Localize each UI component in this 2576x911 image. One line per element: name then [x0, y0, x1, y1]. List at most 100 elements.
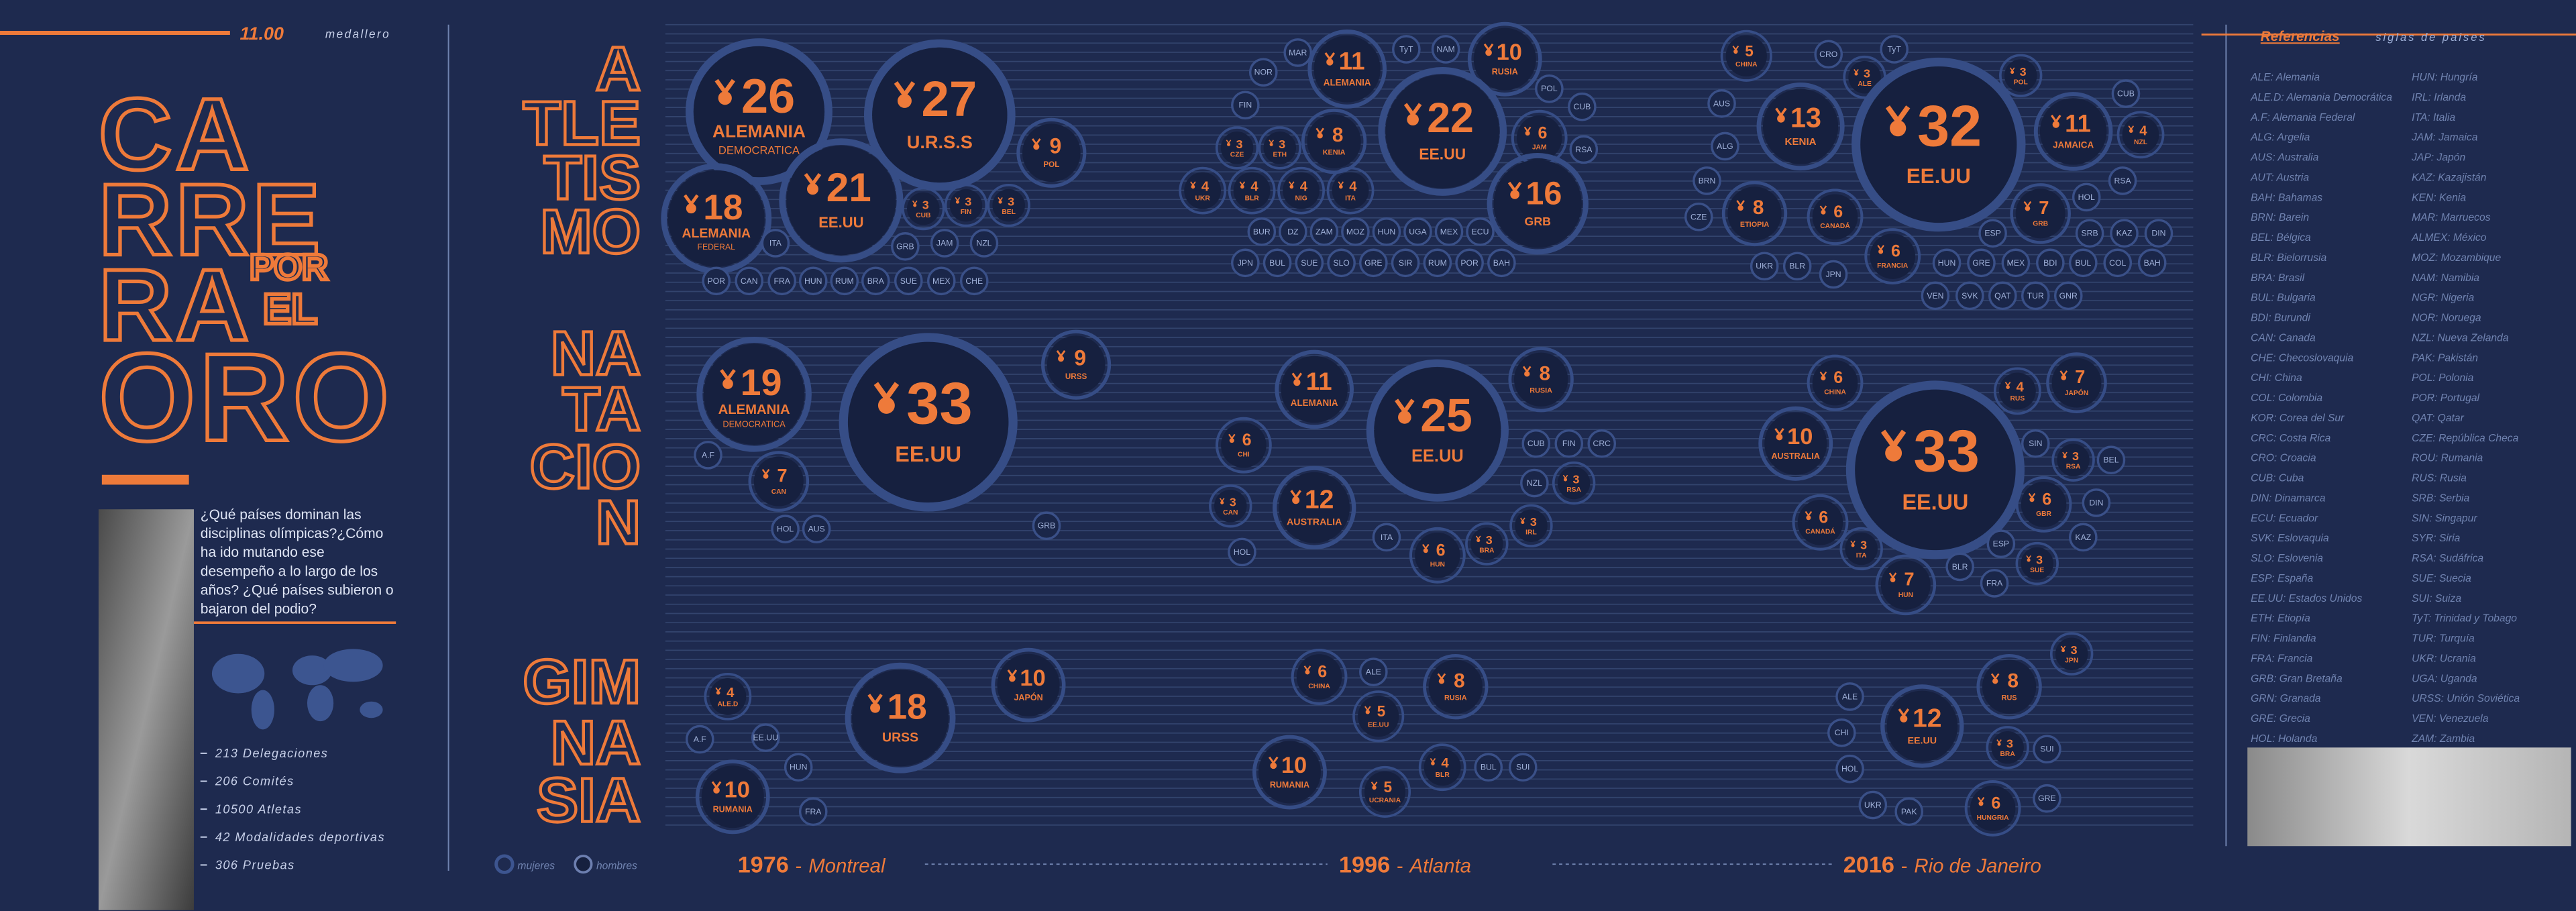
bubble-ring	[1851, 57, 2026, 232]
bubble-small	[1980, 569, 2009, 598]
bubble-value: 6	[1436, 541, 1446, 559]
bubble-name: GRB	[1525, 215, 1551, 228]
bubble-value: 6	[1318, 663, 1327, 682]
medal-icon	[1733, 49, 1738, 54]
bubble-ring	[991, 647, 1066, 722]
bubble-ring	[1807, 189, 1864, 246]
bubble-name: GBR	[2036, 511, 2051, 518]
medal-icon	[1978, 801, 1984, 806]
bubble-name: ALE	[1858, 81, 1872, 88]
bubble-name: ALEMANIA	[1291, 398, 1338, 408]
bubble-label: QAT	[1994, 291, 2011, 301]
bubble-label: ALE	[1842, 692, 1858, 701]
bubble-ring	[1839, 527, 1883, 571]
bubble-name: KENIA	[1785, 136, 1817, 148]
bubble-name: CANADÁ	[1820, 221, 1850, 230]
bubble-value: 5	[1377, 702, 1386, 720]
bubble	[1855, 389, 2016, 551]
bubble-ring	[1277, 166, 1325, 215]
bubble-ring	[1307, 30, 1387, 109]
reference-item: COL: Colombia	[2251, 392, 2322, 404]
reference-item: SRB: Serbia	[2412, 492, 2469, 504]
reference-item: ROU: Rumania	[2412, 453, 2483, 464]
bubble-ring	[1209, 484, 1252, 528]
reference-item: KOR: Corea del Sur	[2251, 413, 2345, 424]
reference-item: ALE.D: Alemania Democrática	[2250, 92, 2392, 103]
bubble-name: GRB	[2033, 221, 2048, 228]
bubble-small	[969, 229, 999, 258]
medal-icon	[2061, 375, 2067, 380]
bubble-name: CZE	[1230, 151, 1244, 158]
bubble-label: JPN	[1238, 258, 1253, 268]
bubble-label: HUN	[1378, 227, 1396, 236]
bubble	[1281, 356, 1348, 423]
bubble-value: 3	[2020, 65, 2027, 78]
timeline-sep: -	[1901, 855, 1908, 877]
bubble-small	[1359, 248, 1388, 278]
medal-icon	[1878, 249, 1884, 254]
bubble	[701, 765, 764, 828]
reference-item: BAH: Bahamas	[2251, 192, 2322, 203]
medal-icon	[1806, 515, 1811, 521]
reference-item: NOR: Noruega	[2412, 313, 2481, 324]
bubble-name: JPN	[2065, 657, 2078, 665]
bubble-ring	[1378, 66, 1507, 196]
bubble	[1296, 654, 1342, 700]
bubble-label: PAK	[1901, 807, 1917, 816]
reference-item: JAM: Jamaica	[2411, 132, 2478, 144]
medal-icon	[716, 690, 720, 695]
bubble	[1046, 335, 1106, 394]
bubble-small	[2082, 488, 2111, 517]
bubble	[1313, 36, 1381, 103]
bubble-small	[930, 229, 959, 258]
bubble-small	[1247, 217, 1277, 246]
bubble-small	[2033, 735, 2061, 764]
bubble-value: 10	[724, 777, 750, 802]
bubble	[1860, 66, 2017, 223]
bubble-small	[1569, 135, 1599, 164]
bubble-ring	[1758, 406, 1833, 481]
bubble-small	[2021, 281, 2050, 311]
bubble-value: 3	[965, 195, 971, 209]
bubble-name: EE.UU	[1419, 146, 1466, 163]
bubble	[1364, 771, 1406, 813]
medal-icon	[2129, 129, 2133, 133]
reference-item: KEN: Kenia	[2412, 192, 2466, 203]
reference-item: GRB: Gran Bretaña	[2251, 673, 2343, 684]
bubble-value: 12	[1913, 704, 1942, 733]
bubble-small	[1392, 35, 1421, 64]
bubble	[1764, 412, 1827, 475]
bubble-small	[1248, 58, 1278, 87]
bubble-small	[1231, 248, 1260, 278]
bubble-label: HUN	[790, 763, 808, 772]
bubble-small	[1359, 657, 1388, 686]
bubble-label: CUB	[1527, 439, 1545, 448]
bubble-label: SUE	[900, 276, 917, 286]
bubble-small	[1554, 429, 1584, 458]
bubble-value: 7	[2039, 197, 2049, 218]
bubble-ring	[2010, 183, 2071, 244]
bubble-small	[2103, 248, 2133, 278]
bubble-ring	[2015, 476, 2072, 533]
medal-icon	[1997, 742, 2001, 746]
bubble	[703, 343, 805, 445]
bubble-small	[2021, 429, 2050, 458]
bubble-label: BLR	[1789, 262, 1805, 271]
reference-item: GRE: Grecia	[2251, 713, 2310, 725]
bubble-small	[1880, 35, 1909, 64]
bubble-label: MOZ	[1346, 227, 1365, 236]
medal-icon	[1992, 678, 1998, 684]
medal-icon	[686, 203, 696, 214]
bubble-ring	[1721, 180, 1788, 247]
bubble-name: RUS	[2002, 694, 2017, 702]
bubble	[1473, 28, 1536, 91]
bubble-small	[685, 725, 714, 754]
medal-icon	[713, 787, 720, 794]
title-small: POR	[250, 247, 328, 287]
bubble	[1493, 160, 1582, 248]
bubble-ring	[2051, 438, 2095, 482]
bubble	[1848, 60, 1881, 94]
medal-icon	[955, 200, 959, 204]
bubble-value: 11	[2065, 110, 2091, 138]
reference-item: QAT: Qatar	[2412, 413, 2464, 424]
